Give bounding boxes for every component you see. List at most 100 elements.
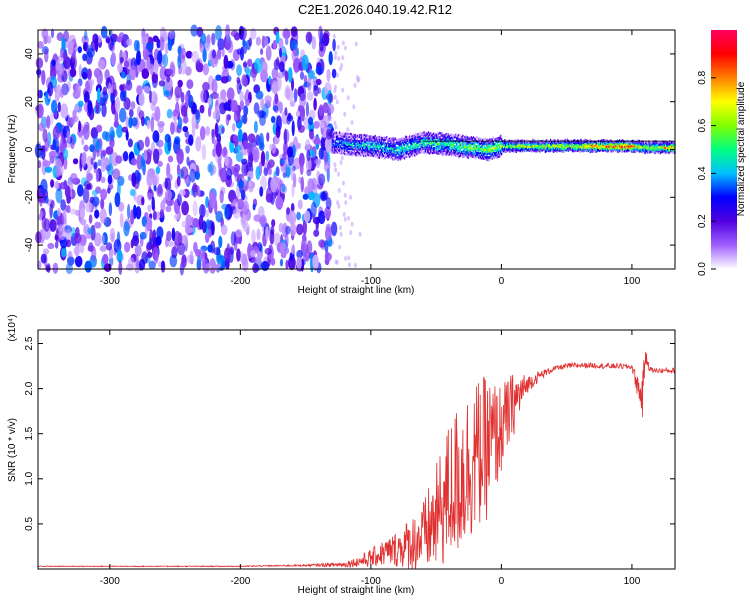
heatmap-ridge-cell (349, 141, 351, 144)
heatmap-ridge-cell (429, 135, 432, 139)
heatmap-ridge-cell (405, 138, 408, 141)
heatmap-ridge-cell (474, 144, 477, 147)
heatmap-ridge-cell (519, 141, 522, 144)
colorbar-ticks: 0.00.20.40.60.8 (697, 70, 716, 276)
heatmap-ridge-cell (546, 149, 549, 152)
heatmap-ridge-cell (403, 139, 406, 143)
heatmap-ridge-cell (505, 147, 507, 151)
heatmap-ridge-cell (515, 141, 517, 144)
heatmap-ridge-cell (565, 139, 567, 142)
heatmap-noise-cell (99, 245, 107, 252)
heatmap-ridge-cell (411, 152, 413, 155)
heatmap-ridge-cell (335, 149, 338, 152)
heatmap-ridge-cell (391, 137, 393, 141)
heatmap-noise-cell (217, 38, 226, 51)
heatmap-noise-cell (180, 234, 188, 246)
heatmap-ridge-cell (378, 156, 381, 159)
heatmap-ridge-cell (539, 141, 541, 144)
heatmap-ridge-cell (621, 147, 623, 150)
heatmap-ridge-cell (552, 150, 554, 153)
heatmap-ridge-cell (373, 139, 375, 143)
heatmap-ridge-cell (473, 137, 476, 140)
heatmap-ridge-cell (390, 139, 392, 142)
heatmap-ridge-cell (538, 144, 540, 147)
heatmap-noise-cell (133, 39, 139, 52)
heatmap-noise-cell (88, 214, 93, 224)
heatmap-ridge-cell (459, 143, 461, 146)
heatmap-ridge-cell (496, 156, 499, 159)
heatmap-ridge-cell (482, 146, 484, 149)
heatmap-ridge-cell (371, 135, 373, 139)
heatmap-ridge-cell (386, 138, 388, 141)
heatmap-noise-cell (185, 214, 192, 227)
heatmap-ridge-cell (369, 139, 371, 142)
heatmap-ridge-cell (443, 135, 445, 139)
heatmap-ridge-cell (392, 137, 394, 140)
heatmap-ridge-cell (495, 151, 497, 154)
heatmap-noise-cell (119, 84, 125, 92)
heatmap-ridge-cell (347, 153, 349, 156)
heatmap-ridge-cell (363, 145, 365, 148)
heatmap-ridge-cell (637, 145, 640, 148)
heatmap-ridge-cell (555, 147, 557, 150)
heatmap-ridge-cell (333, 132, 336, 135)
heatmap-ridge-cell (444, 146, 446, 150)
heatmap-ridge-cell (611, 142, 613, 146)
heatmap-ridge-cell (364, 137, 366, 141)
heatmap-ridge-cell (349, 152, 351, 156)
heatmap-ridge-cell (520, 139, 523, 142)
heatmap-noise-cell (186, 79, 194, 90)
heatmap-ridge-cell (606, 147, 608, 151)
heatmap-ridge-cell (376, 142, 378, 146)
heatmap-ridge-cell (448, 151, 451, 154)
heatmap-ridge-cell (580, 138, 582, 142)
heatmap-ridge-cell (456, 136, 458, 140)
heatmap-ridge-cell (501, 148, 504, 151)
heatmap-ridge-cell (368, 147, 370, 151)
heatmap-ridge-cell (420, 137, 422, 140)
heatmap-noise-cell (284, 247, 290, 254)
heatmap-ridge-cell (454, 149, 457, 152)
spectrogram-y-tick-label: 0 (24, 146, 35, 152)
heatmap-noise-cell (337, 171, 340, 177)
heatmap-ridge-cell (512, 144, 514, 148)
heatmap-noise-cell (333, 162, 337, 168)
heatmap-ridge-cell (475, 155, 478, 158)
heatmap-ridge-cell (468, 137, 470, 141)
heatmap-ridge-cell (371, 154, 373, 157)
heatmap-noise-cell (209, 161, 214, 177)
heatmap-ridge-cell (523, 149, 526, 152)
heatmap-ridge-cell (474, 138, 477, 141)
heatmap-ridge-cell (585, 144, 587, 148)
heatmap-noise-cell (54, 241, 59, 249)
heatmap-ridge-cell (427, 151, 430, 154)
heatmap-ridge-cell (458, 134, 460, 137)
heatmap-ridge-cell (466, 146, 468, 149)
heatmap-ridge-cell (483, 148, 485, 152)
heatmap-noise-cell (114, 96, 121, 113)
heatmap-noise-cell (343, 192, 347, 198)
heatmap-ridge-cell (402, 138, 405, 141)
heatmap-ridge-cell (499, 149, 502, 153)
heatmap-ridge-cell (594, 142, 597, 145)
heatmap-noise-cell (241, 213, 246, 226)
heatmap-noise-cell (297, 142, 301, 150)
heatmap-ridge-cell (358, 135, 361, 139)
heatmap-ridge-cell (429, 132, 432, 135)
heatmap-ridge-cell (476, 136, 479, 139)
heatmap-ridge-cell (510, 142, 512, 145)
heatmap-ridge-cell (542, 139, 544, 142)
heatmap-ridge-cell (653, 140, 655, 143)
heatmap-ridge-cell (346, 139, 348, 142)
heatmap-ridge-cell (537, 143, 539, 147)
heatmap-ridge-cell (581, 143, 583, 146)
heatmap-ridge-cell (464, 153, 466, 157)
heatmap-ridge-cell (413, 140, 415, 144)
heatmap-noise-cell (62, 51, 68, 61)
heatmap-ridge-cell (638, 141, 641, 144)
heatmap-ridge-cell (638, 148, 641, 151)
heatmap-ridge-cell (354, 139, 357, 142)
heatmap-ridge-cell (424, 138, 426, 142)
heatmap-ridge-cell (339, 146, 341, 149)
heatmap-ridge-cell (405, 148, 408, 151)
